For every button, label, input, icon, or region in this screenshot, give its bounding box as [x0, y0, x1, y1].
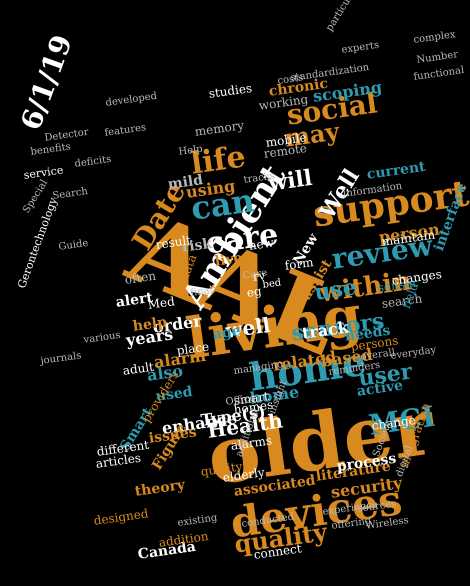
cloud-word: addition — [157, 529, 210, 550]
cloud-word: various — [82, 329, 122, 346]
cloud-word: memory — [193, 118, 245, 139]
cloud-word: complex — [412, 29, 457, 46]
cloud-word: Med — [146, 294, 176, 312]
cloud-word: Number — [415, 49, 459, 66]
cloud-word: theory — [133, 476, 187, 500]
cloud-word: existing — [176, 512, 218, 529]
cloud-word: experts — [340, 39, 380, 56]
cloud-word: new — [247, 235, 275, 253]
cloud-word: functional — [412, 64, 465, 83]
cloud-word: benefits — [29, 141, 72, 158]
cloud-word: deficits — [73, 153, 112, 170]
cloud-word: particular — [324, 0, 361, 34]
cloud-word: live — [213, 250, 244, 270]
cloud-word: journals — [39, 350, 83, 367]
cloud-word: Search — [51, 186, 89, 202]
cloud-word: everyday — [389, 344, 437, 362]
cloud-word: studies — [207, 80, 253, 101]
cloud-word: eg — [245, 283, 263, 300]
cloud-word: Guide — [57, 237, 90, 253]
cloud-word: 6/1/19 — [14, 30, 79, 135]
cloud-word: rv — [251, 268, 267, 284]
cloud-word: age — [211, 323, 242, 343]
cloud-word: designed — [92, 506, 150, 528]
cloud-word: service — [22, 163, 65, 182]
cloud-word: developed — [104, 90, 158, 109]
cloud-word: features — [103, 122, 147, 139]
